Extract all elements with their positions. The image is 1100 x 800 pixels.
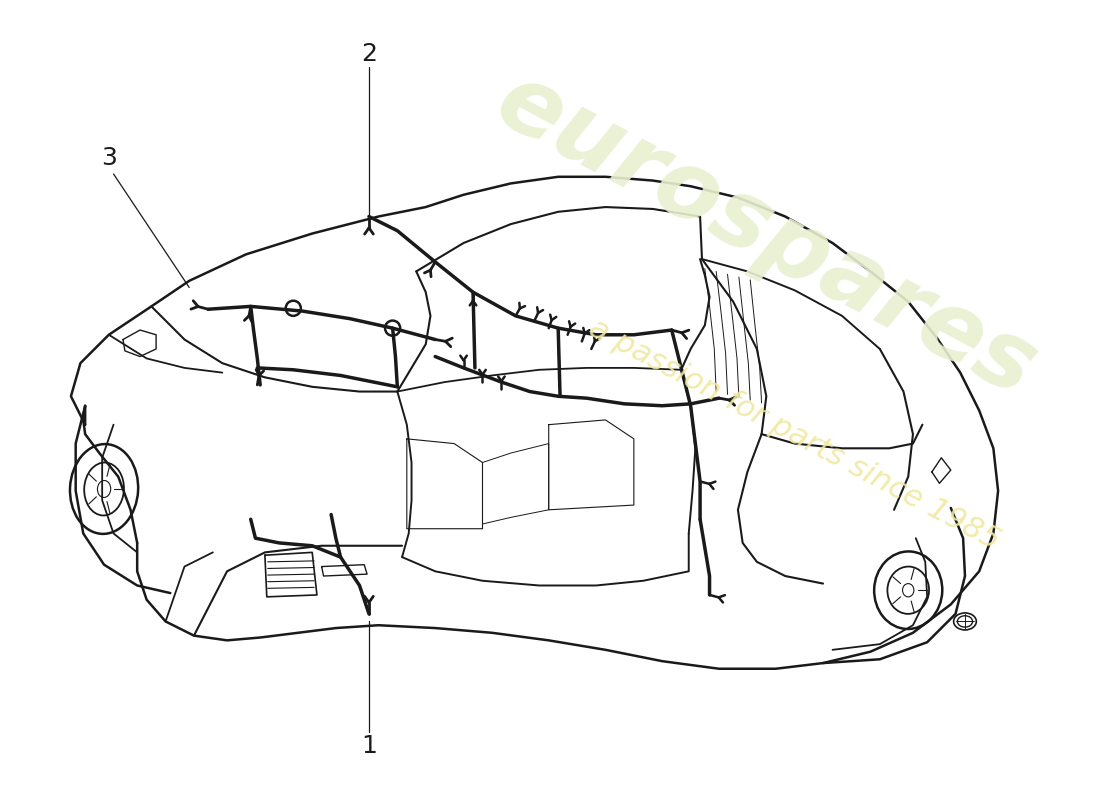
Text: eurospares: eurospares xyxy=(481,54,1052,416)
Text: 2: 2 xyxy=(361,42,377,66)
Text: 3: 3 xyxy=(101,146,117,170)
Text: 1: 1 xyxy=(361,734,377,758)
Text: a passion for parts since 1985: a passion for parts since 1985 xyxy=(584,313,1005,555)
